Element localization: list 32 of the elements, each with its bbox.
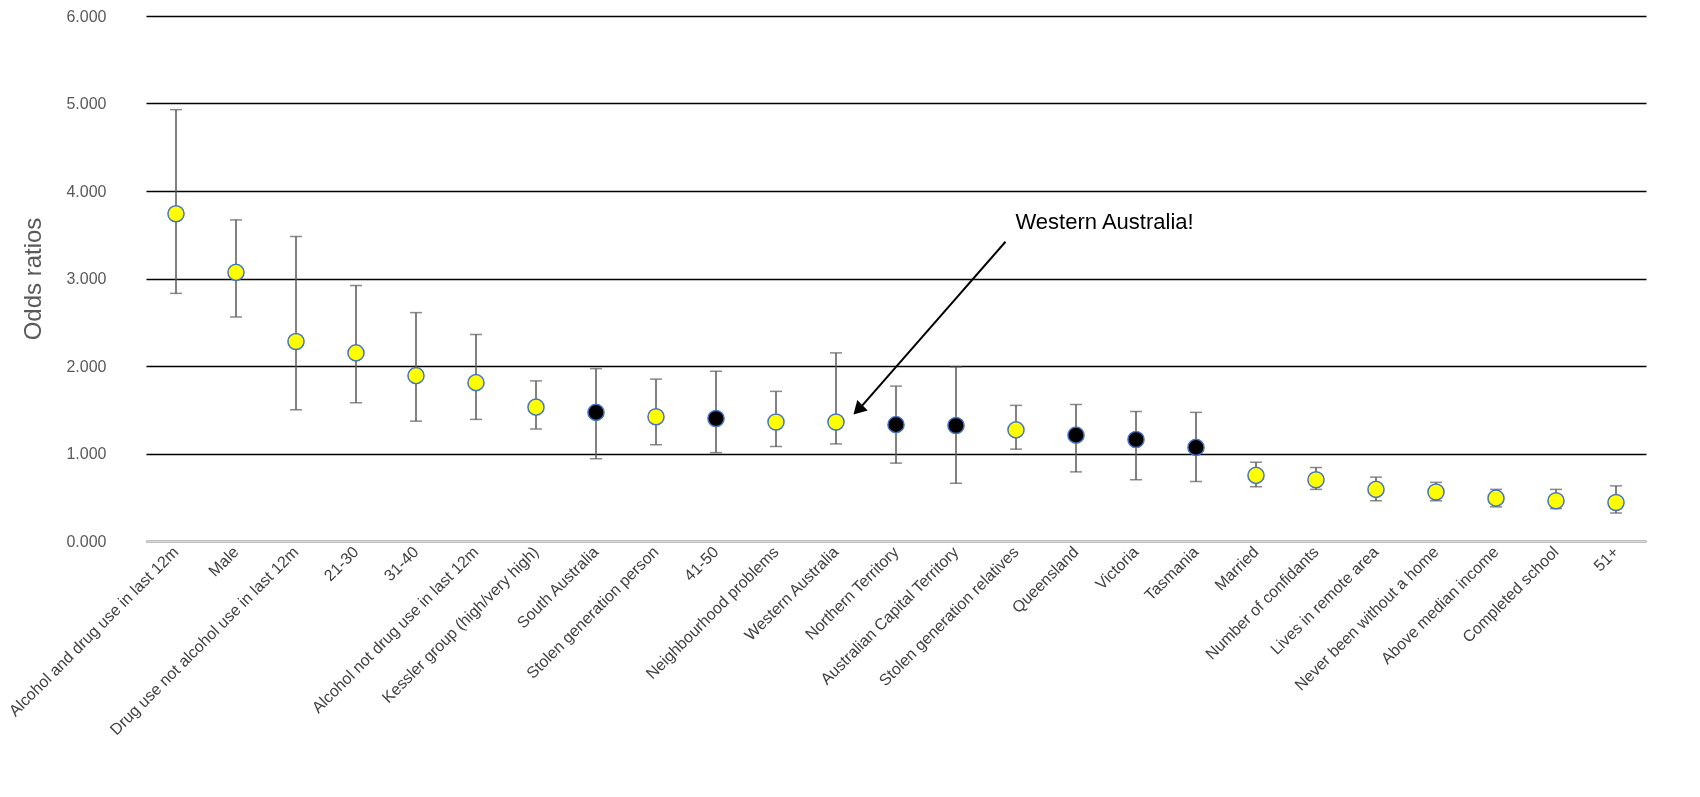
point xyxy=(287,332,305,351)
point xyxy=(227,263,245,282)
y-tick-label: 5.000 xyxy=(66,95,107,112)
y-tick-label: 6.000 xyxy=(66,7,107,25)
point xyxy=(647,407,665,426)
point xyxy=(1127,430,1145,449)
y-tick-label: 2.000 xyxy=(66,357,107,375)
point xyxy=(887,415,905,434)
y-tick-label: 3.000 xyxy=(66,270,107,287)
point xyxy=(1307,470,1325,489)
point xyxy=(1367,480,1385,499)
y-tick-label: 4.000 xyxy=(66,182,107,200)
point xyxy=(347,344,365,362)
point xyxy=(467,373,485,392)
point xyxy=(1007,421,1025,439)
y-tick-label: 1.000 xyxy=(66,445,107,462)
point xyxy=(527,398,545,416)
point xyxy=(707,409,725,428)
point xyxy=(587,403,605,422)
point xyxy=(1067,426,1085,444)
point xyxy=(1187,438,1205,457)
x-tick-label: 51+ xyxy=(1590,543,1622,575)
point xyxy=(827,413,845,431)
point xyxy=(1247,466,1265,485)
y-axis-title: Odds ratios xyxy=(19,217,47,341)
point xyxy=(407,366,425,385)
point xyxy=(947,416,965,435)
annotation: Western Australia! xyxy=(1015,208,1194,234)
point xyxy=(1607,493,1625,512)
point xyxy=(767,413,785,431)
point xyxy=(167,204,185,223)
y-tick-label: 0.000 xyxy=(66,532,107,550)
